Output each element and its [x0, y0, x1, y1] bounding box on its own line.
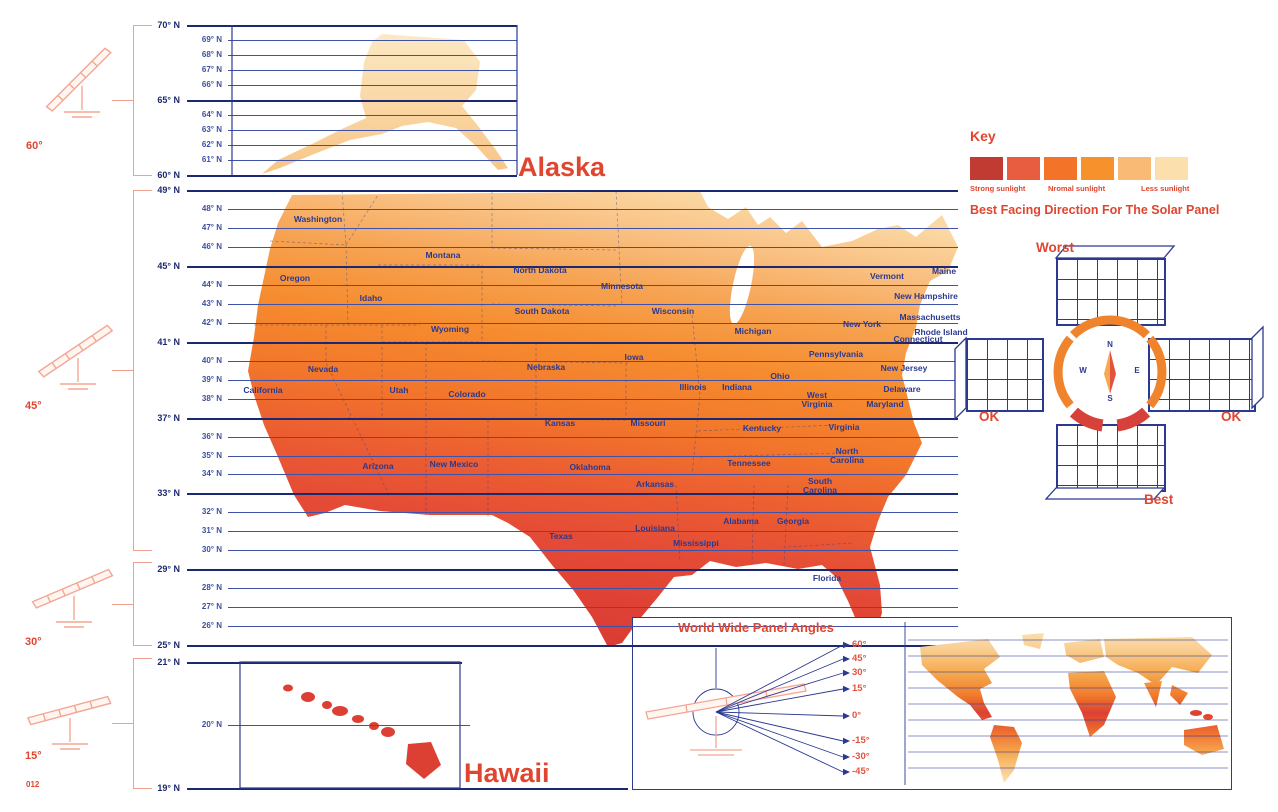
latitude-tick-label: 38° N: [201, 394, 222, 403]
latitude-tick-label: 62° N: [201, 140, 222, 149]
best-label: Best: [1144, 492, 1174, 507]
worst-label: Worst: [1036, 240, 1075, 255]
bracket-tick: [133, 562, 152, 563]
panel-angle-label-60: 60°: [26, 140, 43, 152]
latitude-tick-label: 48° N: [201, 204, 222, 213]
tilted-solar-panel-icon-15: [26, 695, 112, 750]
latitude-tick-label: 33° N: [157, 488, 180, 498]
latitude-tick-label: 41° N: [157, 337, 180, 347]
alaska-map: [262, 34, 508, 174]
key-label-2: Less sunlight: [1141, 184, 1190, 193]
latitude-tick-label: 67° N: [201, 65, 222, 74]
key-swatch-strong-1: [970, 157, 1003, 180]
latitude-line: [187, 788, 628, 790]
solar-panel-ok-left: [966, 338, 1044, 412]
compass-needle-east-half: [1110, 350, 1116, 394]
solar-panel-worst: [1056, 258, 1166, 326]
key-label-0: Strong sunlight: [970, 184, 1026, 193]
latitude-tick-label: 40° N: [201, 356, 222, 365]
bracket-tick: [133, 190, 152, 191]
key-swatch-normal-2: [1081, 157, 1114, 180]
latitude-tick-label: 25° N: [157, 640, 180, 650]
direction-title: Best Facing Direction For The Solar Pane…: [970, 203, 1220, 217]
tilted-solar-panel-icon-30: [31, 568, 114, 628]
latitude-tick-label: 21° N: [157, 657, 180, 667]
panel-angle-label-30: 30°: [25, 636, 42, 648]
compass-east: E: [1134, 366, 1140, 375]
us-mainland-shape: [248, 191, 958, 647]
latitude-tick-label: 31° N: [201, 526, 222, 535]
key-title: Key: [970, 128, 996, 144]
bracket-tick: [133, 658, 152, 659]
latitude-tick-label: 63° N: [201, 125, 222, 134]
key-swatch-strong-2: [1007, 157, 1040, 180]
ok-right-label: OK: [1221, 409, 1242, 424]
latitude-tick-label: 70° N: [157, 20, 180, 30]
hawaii-islands: [283, 684, 441, 779]
alaska-label: Alaska: [518, 152, 606, 182]
latitude-tick-label: 29° N: [157, 564, 180, 574]
hawaii-label: Hawaii: [464, 758, 550, 788]
sun-arc-left: [1053, 335, 1074, 409]
panel-angle-label-45: 45°: [25, 400, 42, 412]
latitude-tick-label: 69° N: [201, 35, 222, 44]
key-swatch-less-2: [1155, 157, 1188, 180]
compass-needle-west-half: [1104, 350, 1110, 394]
latitude-tick-label: 61° N: [201, 155, 222, 164]
hawaii-map: [283, 684, 441, 779]
page-number: 012: [26, 780, 40, 789]
compass-west: W: [1079, 366, 1087, 375]
latitude-tick-label: 44° N: [201, 280, 222, 289]
latitude-tick-label: 35° N: [201, 451, 222, 460]
latitude-tick-label: 45° N: [157, 261, 180, 271]
latitude-tick-label: 66° N: [201, 80, 222, 89]
bracket-tick: [133, 175, 152, 176]
latitude-tick-label: 34° N: [201, 469, 222, 478]
latitude-tick-label: 60° N: [157, 170, 180, 180]
latitude-tick-label: 30° N: [201, 545, 222, 554]
bracket-line: [133, 658, 134, 788]
bracket-tick: [133, 645, 152, 646]
key-label-1: Nromal sunlight: [1048, 184, 1106, 193]
latitude-tick-label: 68° N: [201, 50, 222, 59]
latitude-tick-label: 37° N: [157, 413, 180, 423]
compass-north: N: [1107, 340, 1113, 349]
latitude-tick-label: 26° N: [201, 621, 222, 630]
inset-title: World Wide Panel Angles: [678, 620, 834, 635]
bracket-tick: [133, 788, 152, 789]
ok-left-label: OK: [979, 409, 1000, 424]
bracket-line: [133, 190, 134, 550]
key-swatch-less-1: [1118, 157, 1151, 180]
latitude-tick-label: 20° N: [201, 720, 222, 729]
latitude-tick-label: 46° N: [201, 242, 222, 251]
tilted-solar-panel-icon-60: [45, 47, 112, 118]
solar-panel-ok-right: [1148, 338, 1256, 412]
latitude-tick-label: 42° N: [201, 318, 222, 327]
compass-south: S: [1107, 394, 1113, 403]
bracket-tick: [133, 25, 152, 26]
bracket-line: [133, 562, 134, 645]
latitude-tick-label: 43° N: [201, 299, 222, 308]
latitude-tick-label: 49° N: [157, 185, 180, 195]
alaska-shape: [262, 34, 508, 174]
latitude-tick-label: 39° N: [201, 375, 222, 384]
bracket-tick: [133, 550, 152, 551]
latitude-tick-label: 36° N: [201, 432, 222, 441]
key-swatch-normal-1: [1044, 157, 1077, 180]
latitude-tick-label: 28° N: [201, 583, 222, 592]
solar-panel-best: [1056, 424, 1166, 492]
latitude-tick-label: 64° N: [201, 110, 222, 119]
tilted-solar-panel-icon-45: [37, 324, 114, 390]
latitude-tick-label: 19° N: [157, 783, 180, 793]
latitude-tick-label: 47° N: [201, 223, 222, 232]
bracket-line: [133, 25, 134, 175]
latitude-tick-label: 32° N: [201, 507, 222, 516]
latitude-tick-label: 27° N: [201, 602, 222, 611]
world-wide-panel-angles-box: [632, 617, 1232, 790]
contiguous-us-map: [248, 190, 958, 647]
